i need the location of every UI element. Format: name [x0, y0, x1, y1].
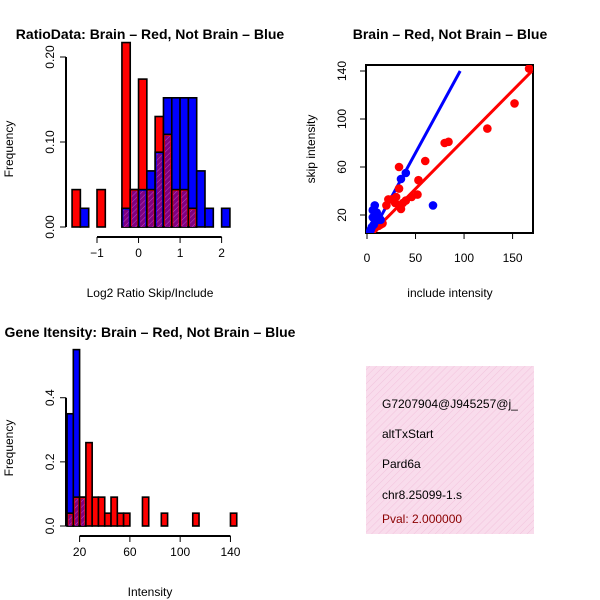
- intensity-histogram-x-tick-label: 100: [170, 545, 190, 559]
- intensity-histogram-bar-brain: [229, 512, 238, 527]
- scatter-xlabel: include intensity: [407, 286, 492, 300]
- ratio-histogram-bar-overlap: [140, 191, 146, 227]
- location-text: chr8.25099-1.s: [382, 488, 462, 502]
- scatter-x-tick-label: 150: [503, 251, 523, 265]
- intensity-histogram-bar-brain: [191, 512, 200, 527]
- scatter-x-tick-label: 100: [454, 251, 474, 265]
- intensity-histogram-bar-brain: [116, 512, 125, 527]
- intensity-histogram-bar-brain: [141, 496, 150, 527]
- intensity-histogram-y-tick-label: 0.0: [43, 517, 57, 534]
- ratio-histogram-bars: [71, 41, 231, 228]
- intensity-histogram-title: Gene Itensity: Brain – Red, Not Brain – …: [5, 324, 296, 340]
- ratio-histogram-xlabel: Log2 Ratio Skip/Include: [87, 286, 214, 300]
- ratio-histogram-bar-overlap: [148, 191, 154, 227]
- intensity-histogram-xlabel: Intensity: [128, 585, 173, 599]
- scatter-axes: 0 50 100 150 20 60 100 140: [335, 61, 523, 265]
- scatter-ylabel: skip intensity: [304, 115, 318, 184]
- scatter-point-brain: [524, 65, 533, 73]
- ratio-histogram-y-tick-label: 0.00: [43, 215, 57, 239]
- scatter-point-not-brain: [368, 213, 378, 222]
- intensity-scatter-panel: Brain – Red, Not Brain – Blue include in…: [304, 26, 547, 300]
- ratio-histogram-bar-overlap: [123, 209, 129, 227]
- scatter-point-brain: [510, 99, 519, 108]
- intensity-histogram-bar-brain: [160, 512, 169, 527]
- gene-name-text: Pard6a: [382, 457, 421, 471]
- ratio-histogram-panel: RatioData: Brain – Red, Not Brain – Blue…: [2, 26, 284, 300]
- scatter-point-brain: [396, 204, 406, 214]
- scatter-point-brain: [440, 138, 449, 148]
- intensity-histogram-bar-not-brain: [66, 412, 75, 527]
- ratio-histogram-bar-brain: [96, 188, 107, 228]
- scatter-point-not-brain: [368, 205, 378, 215]
- scatter-point-not-brain: [366, 227, 375, 233]
- intensity-histogram-y-tick-label: 0.4: [43, 389, 57, 406]
- event-info-panel: G7207904@J945257@j_ altTxStart Pard6a ch…: [366, 366, 534, 534]
- intensity-histogram-bar-overlap: [74, 498, 79, 526]
- scatter-point-brain: [483, 124, 492, 133]
- ratio-histogram-x-tick-label: 1: [177, 246, 184, 260]
- scatter-title: Brain – Red, Not Brain – Blue: [353, 26, 548, 42]
- scatter-y-tick-label: 140: [335, 61, 349, 81]
- ratio-histogram-ylabel: Frequency: [2, 121, 16, 178]
- event-type-text: altTxStart: [382, 427, 434, 441]
- ratio-histogram-axes: −1 0 1 2 0.00 0.10 0.20: [43, 45, 225, 260]
- ratio-histogram-bar-overlap: [131, 191, 138, 227]
- intensity-histogram-y-tick-label: 0.2: [43, 453, 57, 470]
- scatter-y-tick-label: 20: [335, 208, 349, 222]
- pval-text: Pval: 2.000000: [382, 512, 462, 526]
- intensity-histogram-bar-brain: [103, 512, 112, 527]
- intensity-histogram-bar-brain: [85, 441, 93, 527]
- ratio-histogram-bar-not-brain: [195, 170, 206, 228]
- event-id-text: G7207904@J945257@j_: [382, 397, 518, 411]
- ratio-histogram-title: RatioData: Brain – Red, Not Brain – Blue: [16, 26, 285, 42]
- ratio-histogram-bar-overlap: [164, 135, 171, 227]
- scatter-point-brain: [394, 162, 404, 172]
- scatter-x-tick-label: 0: [364, 251, 371, 265]
- intensity-histogram-x-tick-label: 140: [220, 545, 240, 559]
- intensity-histogram-x-tick-label: 20: [73, 545, 87, 559]
- scatter-point-not-brain: [428, 201, 438, 210]
- intensity-histogram-bar-overlap: [68, 514, 72, 526]
- scatter-y-tick-label: 100: [335, 109, 349, 129]
- scatter-y-tick-label: 60: [335, 160, 349, 174]
- ratio-histogram-y-tick-label: 0.20: [43, 45, 57, 69]
- scatter-point-brain: [420, 156, 430, 166]
- scatter-fit-line-brain: [370, 69, 533, 233]
- info-panel-background: [366, 366, 534, 534]
- ratio-histogram-bar-overlap: [189, 209, 196, 227]
- scatter-plot-box: [365, 64, 534, 234]
- ratio-histogram-y-tick-label: 0.10: [43, 130, 57, 154]
- intensity-histogram-bar-brain: [122, 512, 131, 527]
- scatter-marks: [366, 65, 533, 233]
- scatter-x-tick-label: 50: [409, 251, 423, 265]
- intensity-histogram-bar-brain: [97, 496, 106, 527]
- scatter-point-brain: [382, 201, 391, 210]
- scatter-point-brain: [414, 175, 423, 185]
- intensity-histogram-ylabel: Frequency: [2, 420, 16, 477]
- intensity-histogram-bar-brain: [110, 496, 119, 527]
- ratio-histogram-bar-not-brain: [79, 207, 90, 228]
- intensity-histogram-x-tick-label: 60: [123, 545, 137, 559]
- intensity-histogram-bars: [66, 348, 238, 527]
- ratio-histogram-bar-overlap: [173, 191, 179, 227]
- intensity-histogram-bar-brain: [91, 496, 100, 527]
- ratio-histogram-x-tick-label: 0: [135, 246, 142, 260]
- ratio-histogram-bar-brain: [121, 41, 132, 228]
- scatter-point-not-brain: [401, 168, 411, 178]
- scatter-point-not-brain: [396, 174, 406, 184]
- ratio-histogram-bar-overlap: [181, 191, 187, 227]
- scatter-point-brain: [394, 184, 404, 193]
- ratio-histogram-x-tick-label: −1: [90, 246, 104, 260]
- ratio-histogram-bar-overlap: [156, 153, 162, 227]
- ratio-histogram-bar-brain: [71, 188, 82, 228]
- ratio-histogram-bar-not-brain: [220, 207, 231, 228]
- intensity-histogram-panel: Gene Itensity: Brain – Red, Not Brain – …: [2, 324, 296, 599]
- intensity-histogram-axes: 20 60 100 140 0.0 0.2 0.4: [43, 389, 241, 559]
- scatter-plot-area: [366, 65, 533, 233]
- ratio-histogram-x-tick-label: 2: [218, 246, 225, 260]
- intensity-histogram-bar-overlap: [81, 498, 85, 526]
- ratio-histogram-bar-not-brain: [204, 207, 215, 228]
